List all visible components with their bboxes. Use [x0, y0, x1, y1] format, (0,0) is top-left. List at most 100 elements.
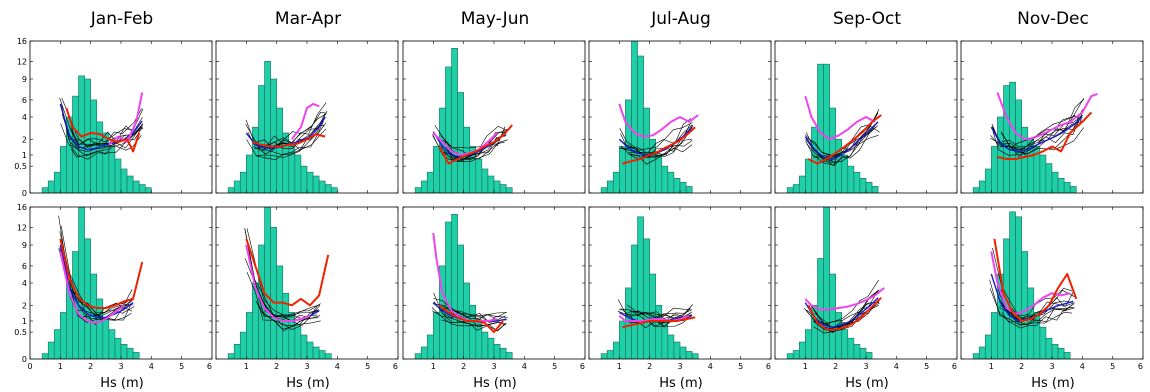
magenta-series-line	[291, 102, 320, 140]
histogram-bar	[991, 312, 998, 359]
magenta-series-line	[245, 244, 311, 322]
histogram-bar	[978, 180, 986, 193]
histogram-bar	[1039, 326, 1047, 359]
y-tick-label: 16	[17, 37, 27, 46]
ensemble-line	[431, 307, 507, 332]
histogram-bar	[475, 320, 483, 359]
histogram-bar	[270, 227, 277, 359]
histogram-bar	[138, 184, 146, 193]
y-tick-label: 9	[22, 75, 27, 84]
histogram-bar	[637, 216, 644, 359]
panel-frame	[588, 206, 772, 360]
column-title: Sep-Oct	[833, 9, 901, 29]
plot-area	[414, 48, 513, 193]
histogram-bar	[859, 347, 867, 359]
histogram-bar	[606, 350, 614, 359]
histogram-bar	[505, 352, 513, 359]
ensemble-line	[629, 307, 691, 319]
histogram-bar	[786, 187, 794, 193]
histogram-bar	[1021, 251, 1029, 359]
x-tick-label: 1	[617, 362, 622, 371]
ensemble-line	[1001, 303, 1075, 326]
x-tick-label: 5	[738, 362, 743, 371]
histogram-bar	[853, 343, 861, 359]
ensemble-line	[813, 126, 877, 163]
ensemble-line	[1000, 98, 1085, 150]
y-tick-label: 4	[22, 279, 27, 288]
panel: 1 2 3 4 5 6	[774, 206, 958, 371]
histogram-bar	[691, 353, 699, 359]
x-tick-label: 1	[989, 362, 994, 371]
panel: 1 2 3 4 5 6	[588, 206, 772, 371]
magenta-series-line	[432, 132, 498, 156]
y-tick-label: 0	[22, 189, 27, 198]
histogram-bar	[324, 184, 332, 193]
histogram-bar	[457, 244, 464, 359]
histogram-bar	[493, 343, 501, 359]
histogram-bar	[227, 187, 235, 193]
red-series-line	[807, 114, 882, 165]
histogram-bar	[246, 154, 253, 193]
ensemble-line	[992, 247, 1072, 317]
histogram-bar	[1057, 177, 1065, 193]
histogram-bar	[481, 168, 489, 193]
histogram-bar	[47, 180, 55, 193]
histogram-bar	[643, 107, 650, 193]
histogram-bar	[78, 207, 85, 359]
red-series-line	[245, 238, 330, 307]
histogram-bar	[451, 214, 458, 359]
histogram-bar	[1051, 343, 1059, 359]
histogram-bar	[853, 171, 861, 193]
histogram-bar	[318, 180, 326, 193]
histogram-bar	[126, 175, 134, 193]
histogram-bar	[1057, 347, 1065, 359]
ensemble-line	[61, 109, 143, 157]
ensemble-line	[61, 240, 135, 320]
y-tick-label: 6	[22, 262, 27, 271]
y-tick-label: 2	[22, 135, 27, 144]
histogram-bar	[661, 165, 669, 193]
x-tick-label: 2	[647, 362, 652, 371]
x-tick-label: 4	[708, 362, 713, 371]
histogram-bar	[655, 154, 663, 193]
histogram-bar	[53, 171, 61, 193]
histogram-bar	[997, 116, 1004, 193]
histogram-bar	[433, 146, 440, 193]
histogram-bar	[312, 175, 320, 193]
ensemble-line	[805, 279, 879, 325]
plot-area	[41, 207, 144, 359]
histogram-bar	[798, 175, 806, 193]
ensemble-line	[256, 128, 327, 161]
histogram-bar	[102, 317, 110, 359]
histogram-bar	[330, 187, 338, 193]
x-axis-label: Hs (m)	[473, 376, 517, 391]
histogram-bar	[600, 353, 608, 359]
histogram-bar	[258, 85, 265, 193]
x-tick-label: 6	[952, 362, 957, 371]
histogram-bar	[978, 346, 986, 359]
histogram-bar	[312, 346, 320, 359]
magenta-series-line	[996, 92, 1098, 141]
x-axis-label: Hs (m)	[286, 376, 330, 391]
histogram-bar	[300, 334, 308, 359]
histogram-bar	[276, 107, 284, 193]
histogram-bar	[487, 337, 495, 359]
histogram-bar	[685, 186, 693, 193]
plot-area	[41, 75, 152, 193]
histogram-bar	[1045, 337, 1053, 359]
histogram-bar	[835, 138, 843, 193]
red-series-line	[438, 124, 513, 165]
histogram-bar	[47, 341, 55, 359]
histogram-bar	[457, 92, 464, 193]
histogram-bar	[102, 132, 110, 193]
histogram-bar	[420, 180, 428, 193]
histogram-bar	[631, 41, 638, 193]
panel	[402, 40, 586, 194]
ensemble-line	[441, 319, 506, 327]
histogram-bar	[306, 341, 314, 359]
panel-frame	[774, 206, 958, 360]
red-series-line	[622, 126, 696, 165]
